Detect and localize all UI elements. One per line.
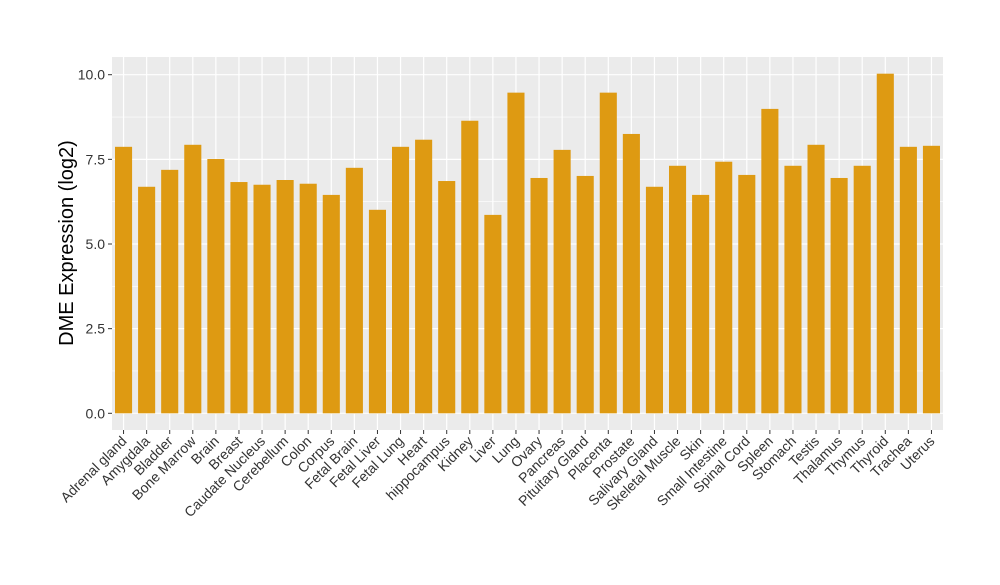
bar-bone-marrow <box>184 144 202 414</box>
bar-hippocampus <box>438 181 456 414</box>
bar-spinal-cord <box>738 174 756 414</box>
bar-adrenal-gland <box>115 146 133 414</box>
bar-caudate-nucleus <box>253 184 271 414</box>
y-tick-label: 2.5 <box>86 321 106 337</box>
bar-skin <box>692 194 710 414</box>
bar-prostate <box>622 133 640 414</box>
bar-brain <box>207 159 225 414</box>
bar-spleen <box>761 108 779 414</box>
bar-stomach <box>784 165 802 414</box>
y-tick-label: 5.0 <box>86 236 106 252</box>
y-axis-label: DME Expression (log2) <box>56 140 78 346</box>
bar-pituitary-gland <box>576 175 594 414</box>
bar-corpus <box>322 194 340 414</box>
bar-lung <box>507 92 525 414</box>
bar-liver <box>484 214 502 414</box>
bar-thalamus <box>830 177 848 414</box>
bar-fetal-brain <box>345 167 363 414</box>
bar-salivary-gland <box>645 186 663 414</box>
bar-uterus <box>922 145 940 414</box>
y-axis: 0.0 2.5 5.0 7.5 10.0 <box>78 67 112 421</box>
bar-breast <box>230 182 248 414</box>
bar-kidney <box>461 120 479 414</box>
bar-fetal-liver <box>368 209 386 414</box>
bar-heart <box>415 139 433 414</box>
bar-amygdala <box>138 186 156 414</box>
bar-bladder <box>161 169 179 414</box>
bar-small-intestine <box>715 161 733 414</box>
bar-trachea <box>899 146 917 414</box>
bar-thymus <box>853 165 871 414</box>
bar-pancreas <box>553 149 571 414</box>
y-tick-label: 10.0 <box>78 67 105 83</box>
bar-cerebellum <box>276 180 294 414</box>
bar-testis <box>807 144 825 414</box>
bar-skeletal-muscle <box>669 165 687 414</box>
bar-colon <box>299 183 317 414</box>
bars <box>115 73 940 414</box>
y-tick-label: 0.0 <box>86 405 106 421</box>
bar-fetal-lung <box>392 146 410 414</box>
y-tick-label: 7.5 <box>86 151 106 167</box>
bar-placenta <box>599 92 617 414</box>
bar-ovary <box>530 177 548 414</box>
bar-thyroid <box>876 73 894 414</box>
